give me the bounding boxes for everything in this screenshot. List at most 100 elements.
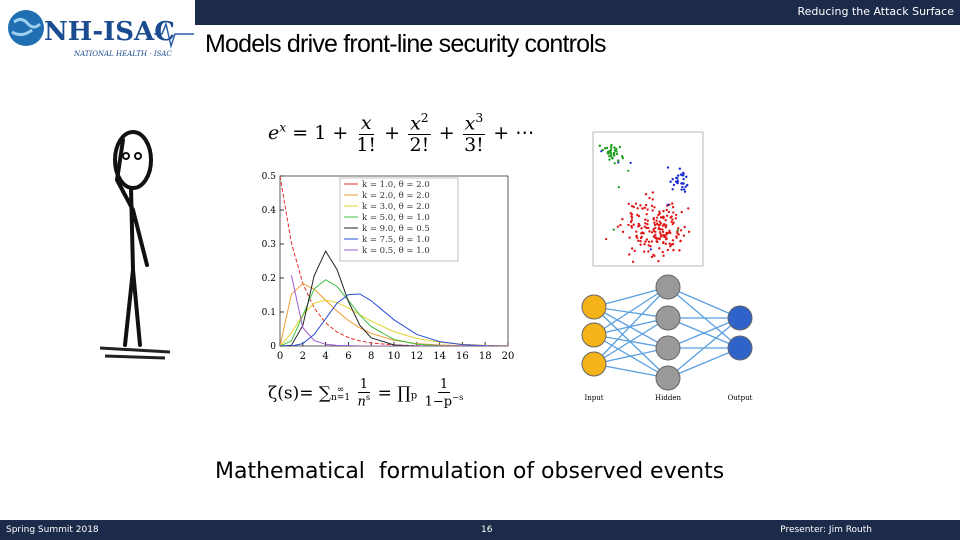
cluster-dot [617,186,620,189]
formula-part: 1 [437,377,451,394]
cluster-dot [662,222,666,226]
formula-part: s [365,392,371,403]
cluster-dot [629,161,632,164]
cluster-dot [658,247,661,250]
cluster-dot [600,150,603,153]
slide-title: Models drive front-line security control… [205,30,607,58]
cluster-dot [621,217,624,221]
cluster-dot [672,211,675,214]
cluster-dot [654,236,657,240]
cluster-dot [652,229,655,232]
cluster-dot [658,231,662,234]
cluster-dot [661,250,664,254]
legend-label: k = 5.0, θ = 1.0 [362,213,430,223]
cluster-dot [642,250,646,253]
cluster-dot [658,220,661,223]
cluster-dot [613,149,617,152]
cluster-dot [685,175,688,179]
legend-label: k = 2.0, θ = 2.0 [362,191,430,201]
cluster-dot [639,204,642,207]
cluster-dot [621,230,625,234]
formula-part: 1−p [424,394,453,410]
cluster-dot [637,222,640,226]
cluster-dot [647,250,650,253]
figure-body [114,138,149,347]
formula-part: x [279,120,287,135]
cluster-dot [610,143,613,147]
cluster-dot [650,255,654,259]
y-tick-label: 0.5 [262,172,277,182]
cluster-dot [618,145,622,149]
cluster-dot [669,216,672,219]
network-edge [593,286,669,308]
cluster-dot [678,167,682,170]
cluster-dot [620,155,624,158]
network-layer-label: Hidden [655,394,681,402]
formula-part: 1! [356,133,377,156]
logo-globe [8,10,44,46]
cluster-dot [658,223,661,227]
cluster-dot [605,237,608,241]
cluster-dot [658,227,661,230]
network-node [727,305,753,331]
cluster-dot [655,219,658,222]
cluster-dot [666,248,670,252]
formula-part: 1 [357,377,370,394]
logo-globe-detail [11,17,42,37]
cluster-dot [646,208,649,211]
cluster-dot [646,219,649,222]
formula-part: −s [452,392,464,403]
legend-label: k = 9.0, θ = 0.5 [362,224,430,234]
cluster-dot [652,253,655,256]
cluster-dot [676,174,680,177]
cluster-dot [662,216,665,220]
cluster-dot [675,176,678,180]
cluster-dot [643,206,647,209]
cluster-dot [669,180,672,183]
stick-figure [99,130,171,360]
cluster-dot [677,233,680,236]
network-edge [667,317,741,379]
formula-exponential: ex = 1 + x 1! + x2 2! + x3 3! + ⋯ [268,111,534,156]
cluster-dot [636,213,639,217]
cluster-dot [661,241,665,245]
series-line [280,176,508,346]
figure-ground [99,346,171,360]
formula-part: ∑ [318,383,331,404]
series-line [280,293,508,346]
cluster-dot [610,156,613,159]
cluster-dot [681,171,685,175]
cluster-dot [630,247,634,250]
cluster-dot [635,230,638,233]
cluster-dot [647,240,651,244]
cluster-dot [674,213,678,217]
cluster-dot [630,219,634,222]
cluster-dot [645,238,649,241]
cluster-dot [608,158,611,161]
cluster-dot [680,210,683,214]
cluster-dot [686,183,689,187]
formula-part: n [357,394,366,410]
cluster-dot [683,190,687,193]
cluster-dot [645,212,648,216]
cluster-dot [637,225,640,228]
cluster-dot [634,202,638,205]
cluster-dot [681,174,685,177]
cluster-dot [653,223,657,227]
legend-label: k = 1.0, θ = 2.0 [362,180,430,190]
cluster-dot [637,239,640,242]
cluster-dot [671,202,674,205]
cluster-plot [592,131,704,267]
cluster-dot [639,243,642,247]
cluster-dot [652,217,656,220]
page-number: 16 [481,525,493,535]
formula-part: + [438,122,455,145]
cluster-dot [653,221,656,224]
cluster-dot [671,223,674,226]
cluster-dot [632,223,635,226]
cluster-dot [666,203,670,206]
cluster-dot [681,185,684,189]
x-tick-label: 20 [502,351,514,362]
x-tick-label: 10 [388,351,401,362]
cluster-dot [669,231,672,235]
